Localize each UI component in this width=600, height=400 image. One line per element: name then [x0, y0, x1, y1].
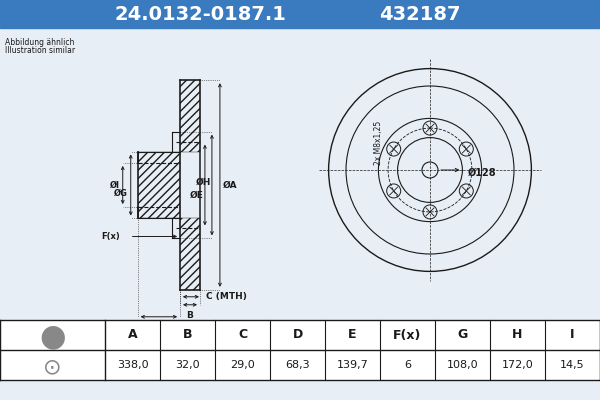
Text: E: E [348, 328, 357, 342]
Text: F(x): F(x) [101, 232, 120, 241]
Text: ØH: ØH [196, 178, 211, 186]
Text: 108,0: 108,0 [446, 360, 478, 370]
Text: B: B [183, 328, 192, 342]
Bar [180, 80, 200, 152]
Text: C: C [238, 328, 247, 342]
Text: G: G [457, 328, 467, 342]
Text: ØG: ØG [114, 188, 128, 198]
Bar [0, 0, 600, 28]
Text: H: H [512, 328, 523, 342]
Text: 338,0: 338,0 [116, 360, 148, 370]
Bar [0, 320, 600, 380]
Text: 24.0132-0187.1: 24.0132-0187.1 [114, 4, 286, 24]
Bar [180, 218, 200, 290]
Text: A: A [128, 328, 137, 342]
Text: ØI: ØI [110, 180, 120, 190]
Text: 14,5: 14,5 [560, 360, 585, 370]
Text: B: B [187, 311, 193, 320]
Text: 432187: 432187 [379, 4, 461, 24]
Text: D: D [292, 328, 302, 342]
Text: 6: 6 [404, 360, 411, 370]
Text: F(x): F(x) [394, 328, 422, 342]
Text: 32,0: 32,0 [175, 360, 200, 370]
Text: ⊙: ⊙ [43, 357, 62, 377]
Text: 2x M8x1,25: 2x M8x1,25 [374, 121, 383, 165]
Text: 29,0: 29,0 [230, 360, 255, 370]
Text: D: D [155, 323, 163, 332]
Text: C (MTH): C (MTH) [206, 292, 247, 301]
Text: 139,7: 139,7 [337, 360, 368, 370]
Text: 172,0: 172,0 [502, 360, 533, 370]
Text: Illustration similar: Illustration similar [5, 46, 75, 55]
Text: ØE: ØE [190, 190, 204, 200]
Text: 68,3: 68,3 [285, 360, 310, 370]
Text: Abbildung ähnlich: Abbildung ähnlich [5, 38, 74, 47]
Bar [138, 152, 180, 218]
Text: I: I [570, 328, 575, 342]
Text: ØA: ØA [223, 180, 238, 190]
Text: Ø128: Ø128 [467, 168, 496, 178]
Text: ●: ● [39, 322, 66, 352]
